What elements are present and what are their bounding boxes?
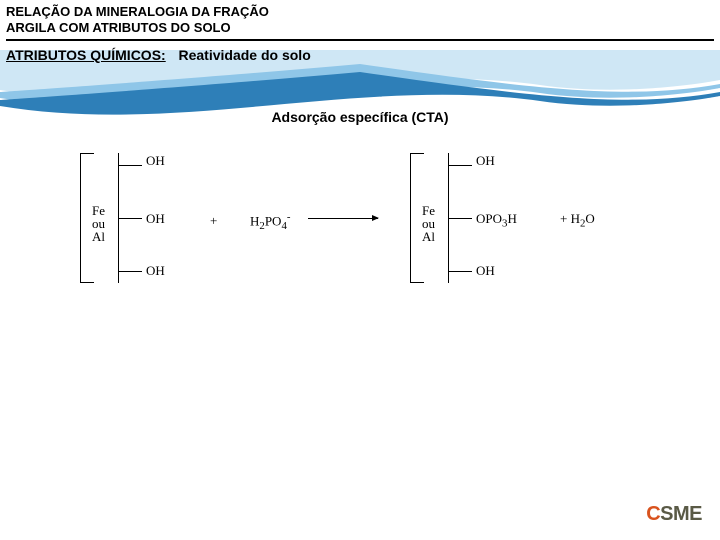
slide-title: RELAÇÃO DA MINERALOGIA DA FRAÇÃO ARGILA … (0, 0, 720, 41)
ligand-oh-3: OH (146, 263, 165, 279)
reactant-phosphate: H2PO4- (250, 211, 290, 232)
ligand-oh-1: OH (146, 153, 165, 169)
ligand-oh-r1: OH (476, 153, 495, 169)
plus-1: + (210, 213, 217, 229)
right-bracket: Fe ou Al OH OPO3H OH (410, 153, 520, 283)
ligand-opo3h: OPO3H (476, 211, 517, 230)
ligand-oh-r3: OH (476, 263, 495, 279)
sub-header-label: ATRIBUTOS QUÍMICOS: (6, 47, 166, 63)
left-bracket: Fe ou Al OH OH OH (80, 153, 170, 283)
metal-al: Al (92, 229, 105, 245)
title-line-2: ARGILA COM ATRIBUTOS DO SOLO (6, 20, 714, 36)
sub-header: ATRIBUTOS QUÍMICOS: Reatividade do solo (0, 41, 720, 71)
logo-c: C (646, 503, 660, 525)
section-title: Adsorção específica (CTA) (0, 109, 720, 125)
metal-al-r: Al (422, 229, 435, 245)
logo-rest: SME (660, 503, 702, 525)
logo-csme: CSME (646, 503, 702, 526)
reaction-diagram: Fe ou Al OH OH OH + H2PO4- Fe ou Al OH O… (50, 143, 670, 303)
plus-2: + H2O (560, 211, 595, 230)
title-line-1: RELAÇÃO DA MINERALOGIA DA FRAÇÃO (6, 4, 714, 20)
ligand-oh-2: OH (146, 211, 165, 227)
sub-header-value: Reatividade do solo (179, 47, 311, 63)
reaction-arrow (308, 218, 378, 219)
